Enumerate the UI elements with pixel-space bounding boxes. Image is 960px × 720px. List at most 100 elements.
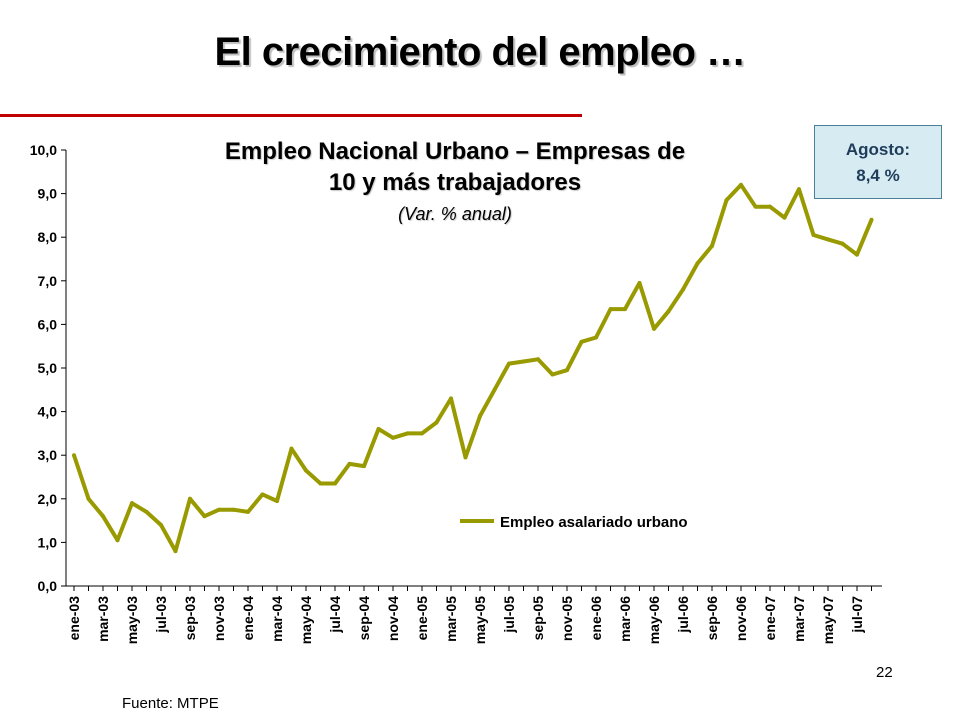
- title-divider: [0, 114, 582, 117]
- data-point: [362, 464, 366, 469]
- x-tick-label: nov-04: [385, 596, 401, 641]
- data-point: [492, 387, 497, 392]
- x-tick-label: mar-05: [443, 596, 459, 642]
- x-tick-label: nov-05: [559, 596, 575, 641]
- page-number: 22: [876, 664, 893, 681]
- data-point: [724, 198, 729, 203]
- data-point: [347, 461, 352, 466]
- chart-title-line2: 10 y más trabajadores: [328, 169, 582, 196]
- data-point: [594, 335, 598, 340]
- y-tick-label: 2,0: [38, 491, 58, 507]
- y-tick-label: 1,0: [38, 534, 58, 550]
- x-tick-label: may-03: [124, 596, 140, 644]
- data-point: [434, 420, 439, 425]
- x-tick-label: ene-03: [66, 596, 82, 641]
- data-point: [420, 431, 424, 436]
- slide-title: El crecimiento del empleo …: [214, 30, 746, 74]
- series-layer: [72, 182, 874, 554]
- data-point: [101, 514, 105, 519]
- series-line: [72, 182, 874, 554]
- x-tick-label: sep-06: [704, 596, 720, 641]
- data-point: [86, 496, 91, 501]
- x-tick-label: mar-03: [95, 596, 111, 642]
- chart-title-line1: Empleo Nacional Urbano – Empresas de: [224, 138, 686, 165]
- x-tick-label: mar-04: [269, 596, 285, 642]
- data-point: [289, 446, 294, 451]
- data-point: [202, 514, 207, 519]
- x-tick-label: mar-06: [617, 596, 633, 642]
- data-point: [246, 509, 250, 514]
- data-point: [260, 492, 265, 497]
- callout-month: Agosto:: [845, 140, 911, 159]
- y-tick-label: 0,0: [38, 578, 58, 594]
- data-point: [463, 455, 468, 460]
- data-point: [623, 307, 627, 312]
- y-tick-label: 3,0: [38, 447, 58, 463]
- data-point: [565, 368, 569, 373]
- y-tick-label: 10,0: [30, 142, 57, 158]
- x-tick-label: jul-05: [501, 596, 517, 634]
- y-tick-label: 8,0: [38, 229, 58, 245]
- data-point: [550, 372, 555, 377]
- data-point: [115, 538, 120, 543]
- x-tick-label: jul-04: [327, 596, 343, 634]
- x-tick-label: may-04: [298, 596, 314, 644]
- data-point: [739, 182, 743, 187]
- data-point: [376, 427, 381, 432]
- data-point: [536, 357, 540, 362]
- data-point: [826, 237, 830, 242]
- data-point: [159, 522, 163, 527]
- y-tick-label: 7,0: [38, 273, 58, 289]
- data-point: [507, 361, 511, 366]
- data-point: [144, 509, 149, 514]
- data-point: [72, 453, 76, 458]
- data-point: [173, 549, 178, 554]
- data-point: [478, 413, 482, 418]
- data-point: [753, 204, 758, 209]
- y-tick-label: 4,0: [38, 404, 58, 420]
- y-tick-label: 5,0: [38, 360, 58, 376]
- x-tick-label: jul-07: [849, 596, 865, 634]
- data-point: [855, 252, 859, 257]
- data-point: [231, 507, 236, 512]
- x-tick-label: may-06: [646, 596, 662, 644]
- data-point: [681, 287, 685, 292]
- y-tick-label: 6,0: [38, 316, 58, 332]
- data-point: [811, 233, 816, 238]
- data-point: [768, 204, 772, 209]
- data-point: [782, 215, 787, 220]
- y-axis: 0,0 1,0 2,0 3,0 4,0 5,0 6,0 7,0 8,0 9,0 10,0: [30, 142, 67, 594]
- data-point: [188, 496, 192, 501]
- data-point: [608, 307, 613, 312]
- data-point: [391, 435, 395, 440]
- x-tick-label: sep-05: [530, 596, 546, 641]
- data-point: [333, 481, 337, 486]
- x-tick-label: may-05: [472, 596, 488, 644]
- x-tick-label: ene-06: [588, 596, 604, 641]
- data-point: [275, 498, 279, 503]
- legend-label: Empleo asalariado urbano: [500, 514, 688, 531]
- x-tick-label: ene-07: [762, 596, 778, 641]
- data-point: [405, 431, 410, 436]
- data-point: [869, 217, 874, 222]
- data-point: [637, 280, 642, 285]
- data-point: [666, 309, 671, 314]
- legend: Empleo asalariado urbano: [460, 514, 688, 531]
- chart-subtitle: (Var. % anual): [398, 204, 512, 224]
- data-point: [304, 468, 308, 473]
- data-point: [318, 481, 323, 486]
- x-tick-label: nov-06: [733, 596, 749, 641]
- x-tick-label: nov-03: [211, 596, 227, 641]
- chart-title: Empleo Nacional Urbano – Empresas de 10 …: [165, 136, 745, 198]
- data-point: [130, 501, 134, 506]
- x-tick-label: mar-07: [791, 596, 807, 642]
- x-tick-label: sep-04: [356, 596, 372, 641]
- y-tick-label: 9,0: [38, 186, 58, 202]
- x-tick-label: jul-03: [153, 596, 169, 634]
- x-tick-label: jul-06: [675, 596, 691, 634]
- data-point: [695, 261, 700, 266]
- callout-box: Agosto: 8,4 %: [814, 125, 942, 199]
- data-point: [449, 396, 453, 401]
- x-tick-label: sep-03: [182, 596, 198, 641]
